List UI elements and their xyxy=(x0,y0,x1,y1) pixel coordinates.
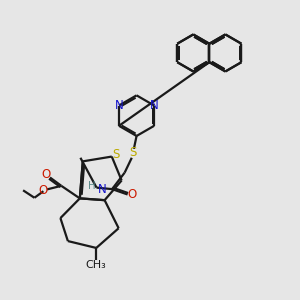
Text: H: H xyxy=(88,181,95,191)
Text: N: N xyxy=(150,99,158,112)
Text: S: S xyxy=(112,148,120,161)
Text: O: O xyxy=(127,188,136,201)
Text: S: S xyxy=(129,146,137,159)
Text: CH₃: CH₃ xyxy=(86,260,106,270)
Text: O: O xyxy=(42,168,51,181)
Text: O: O xyxy=(38,184,47,196)
Text: N: N xyxy=(98,183,107,196)
Text: N: N xyxy=(115,99,123,112)
